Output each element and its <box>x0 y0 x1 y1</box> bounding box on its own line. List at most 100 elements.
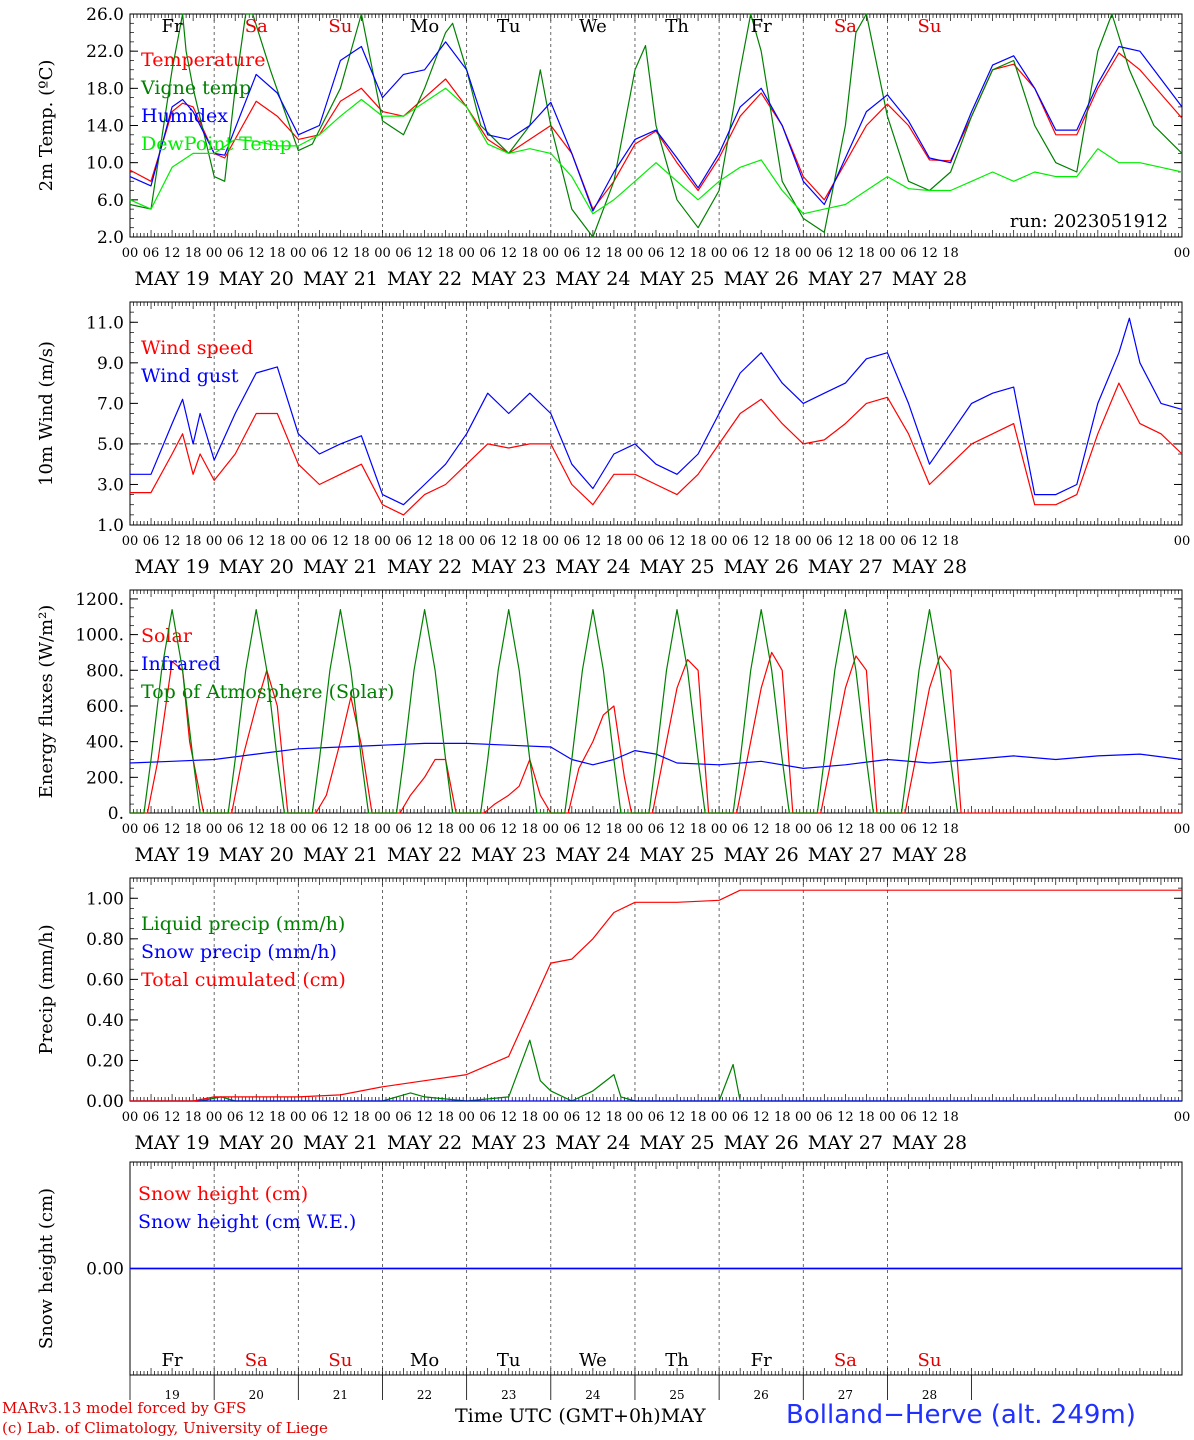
hour-tick-label: 06 <box>564 822 581 837</box>
hour-tick-label: 06 <box>227 246 244 261</box>
date-label: MAY 22 <box>387 556 462 578</box>
y-tick-label: 9.0 <box>97 354 124 374</box>
hour-tick-label: 18 <box>437 822 454 837</box>
hour-tick-label: 00 <box>711 822 728 837</box>
date-label: MAY 19 <box>134 268 209 290</box>
date-label: MAY 19 <box>134 556 209 578</box>
date-label: MAY 28 <box>892 268 967 290</box>
hour-tick-label: 18 <box>774 246 791 261</box>
weekday-label: We <box>579 16 607 37</box>
hour-tick-label: 18 <box>606 822 623 837</box>
hour-tick-label: 00 <box>711 246 728 261</box>
hour-tick-label: 06 <box>143 246 160 261</box>
day-number-label: 23 <box>501 1388 516 1402</box>
time-label: Time UTC (GMT+0h) <box>455 1405 661 1427</box>
hour-tick-label: 12 <box>500 534 517 549</box>
run-label: run: 2023051912 <box>1010 211 1168 232</box>
hour-tick-label: 00 <box>458 534 475 549</box>
hour-tick-label: 06 <box>311 246 328 261</box>
date-label: MAY 24 <box>555 1132 630 1154</box>
y-tick-label: 200. <box>86 768 124 788</box>
hour-tick-label: 18 <box>858 1110 875 1125</box>
weekday-label: Sa <box>834 16 857 37</box>
hour-tick-label: 12 <box>332 246 349 261</box>
hour-tick-label: 06 <box>143 1110 160 1125</box>
hour-tick-label: 18 <box>521 246 538 261</box>
day-number-label: 19 <box>164 1388 179 1402</box>
hour-tick-label: 18 <box>521 1110 538 1125</box>
date-label: MAY 19 <box>134 1132 209 1154</box>
hour-tick-label: 00 <box>1174 822 1191 837</box>
hour-tick-label: 12 <box>669 822 686 837</box>
hour-tick-label: 00 <box>1174 1110 1191 1125</box>
y-tick-label: 1.0 <box>97 516 124 536</box>
hour-tick-label: 00 <box>206 822 223 837</box>
date-label: MAY 22 <box>387 268 462 290</box>
hour-tick-label: 00 <box>122 1110 139 1125</box>
legend-entry: Snow precip (mm/h) <box>141 941 337 963</box>
hour-tick-label: 12 <box>248 822 265 837</box>
hour-tick-label: 06 <box>311 822 328 837</box>
hour-tick-label: 00 <box>374 246 391 261</box>
y-tick-label: 0.20 <box>86 1051 124 1071</box>
hour-tick-label: 12 <box>332 822 349 837</box>
hour-tick-label: 06 <box>648 1110 665 1125</box>
hour-tick-label: 12 <box>669 534 686 549</box>
hour-tick-label: 18 <box>437 534 454 549</box>
legend-entry: DewPoint Temp <box>141 133 292 155</box>
hour-tick-label: 12 <box>753 246 770 261</box>
hour-tick-label: 12 <box>416 534 433 549</box>
hour-tick-label: 12 <box>416 246 433 261</box>
weekday-label: Su <box>328 16 352 37</box>
hour-tick-label: 12 <box>921 246 938 261</box>
hour-tick-label: 00 <box>458 822 475 837</box>
hour-tick-label: 12 <box>416 1110 433 1125</box>
hour-tick-label: 18 <box>185 822 202 837</box>
date-label: MAY 27 <box>808 1132 883 1154</box>
date-label: MAY 22 <box>387 1132 462 1154</box>
hour-tick-label: 18 <box>269 1110 286 1125</box>
hour-tick-label: 18 <box>353 1110 370 1125</box>
hour-tick-label: 18 <box>521 534 538 549</box>
hour-tick-label: 00 <box>627 246 644 261</box>
y-tick-label: 1.00 <box>86 889 124 909</box>
date-label: MAY 25 <box>639 1132 714 1154</box>
legend-entry: Wind gust <box>141 365 239 387</box>
hour-tick-label: 00 <box>122 534 139 549</box>
y-tick-label: 800. <box>86 661 124 681</box>
date-label: MAY 25 <box>639 844 714 866</box>
date-label: MAY 24 <box>555 268 630 290</box>
weekday-label: Fr <box>751 1350 772 1371</box>
weekday-label: We <box>579 1350 607 1371</box>
hour-tick-label: 18 <box>353 246 370 261</box>
hour-tick-label: 06 <box>227 534 244 549</box>
legend-entry: Infrared <box>141 653 221 675</box>
hour-tick-label: 18 <box>942 246 959 261</box>
hour-tick-label: 06 <box>479 246 496 261</box>
weekday-label: Su <box>918 16 942 37</box>
hour-tick-label: 00 <box>374 1110 391 1125</box>
date-label: MAY 20 <box>219 844 294 866</box>
hour-tick-label: 12 <box>332 1110 349 1125</box>
y-tick-label: 0.60 <box>86 970 124 990</box>
hour-tick-label: 12 <box>500 1110 517 1125</box>
y-axis-label: Snow height (cm) <box>36 1188 57 1349</box>
hour-tick-label: 06 <box>732 822 749 837</box>
y-axis-label: Precip (mm/h) <box>36 924 57 1054</box>
hour-tick-label: 06 <box>648 246 665 261</box>
legend-entry: Temperature <box>141 49 265 71</box>
hour-tick-label: 18 <box>185 534 202 549</box>
hour-tick-label: 18 <box>690 246 707 261</box>
hour-tick-label: 18 <box>942 822 959 837</box>
hour-tick-label: 12 <box>585 246 602 261</box>
hour-tick-label: 00 <box>122 822 139 837</box>
y-tick-label: 26.0 <box>86 5 124 25</box>
y-tick-label: 0.00 <box>86 1092 124 1112</box>
hour-tick-label: 18 <box>858 534 875 549</box>
date-label: MAY 20 <box>219 268 294 290</box>
hour-tick-label: 18 <box>606 534 623 549</box>
hour-tick-label: 00 <box>627 822 644 837</box>
hour-tick-label: 06 <box>900 822 917 837</box>
date-label: MAY 25 <box>639 556 714 578</box>
hour-tick-label: 12 <box>248 1110 265 1125</box>
